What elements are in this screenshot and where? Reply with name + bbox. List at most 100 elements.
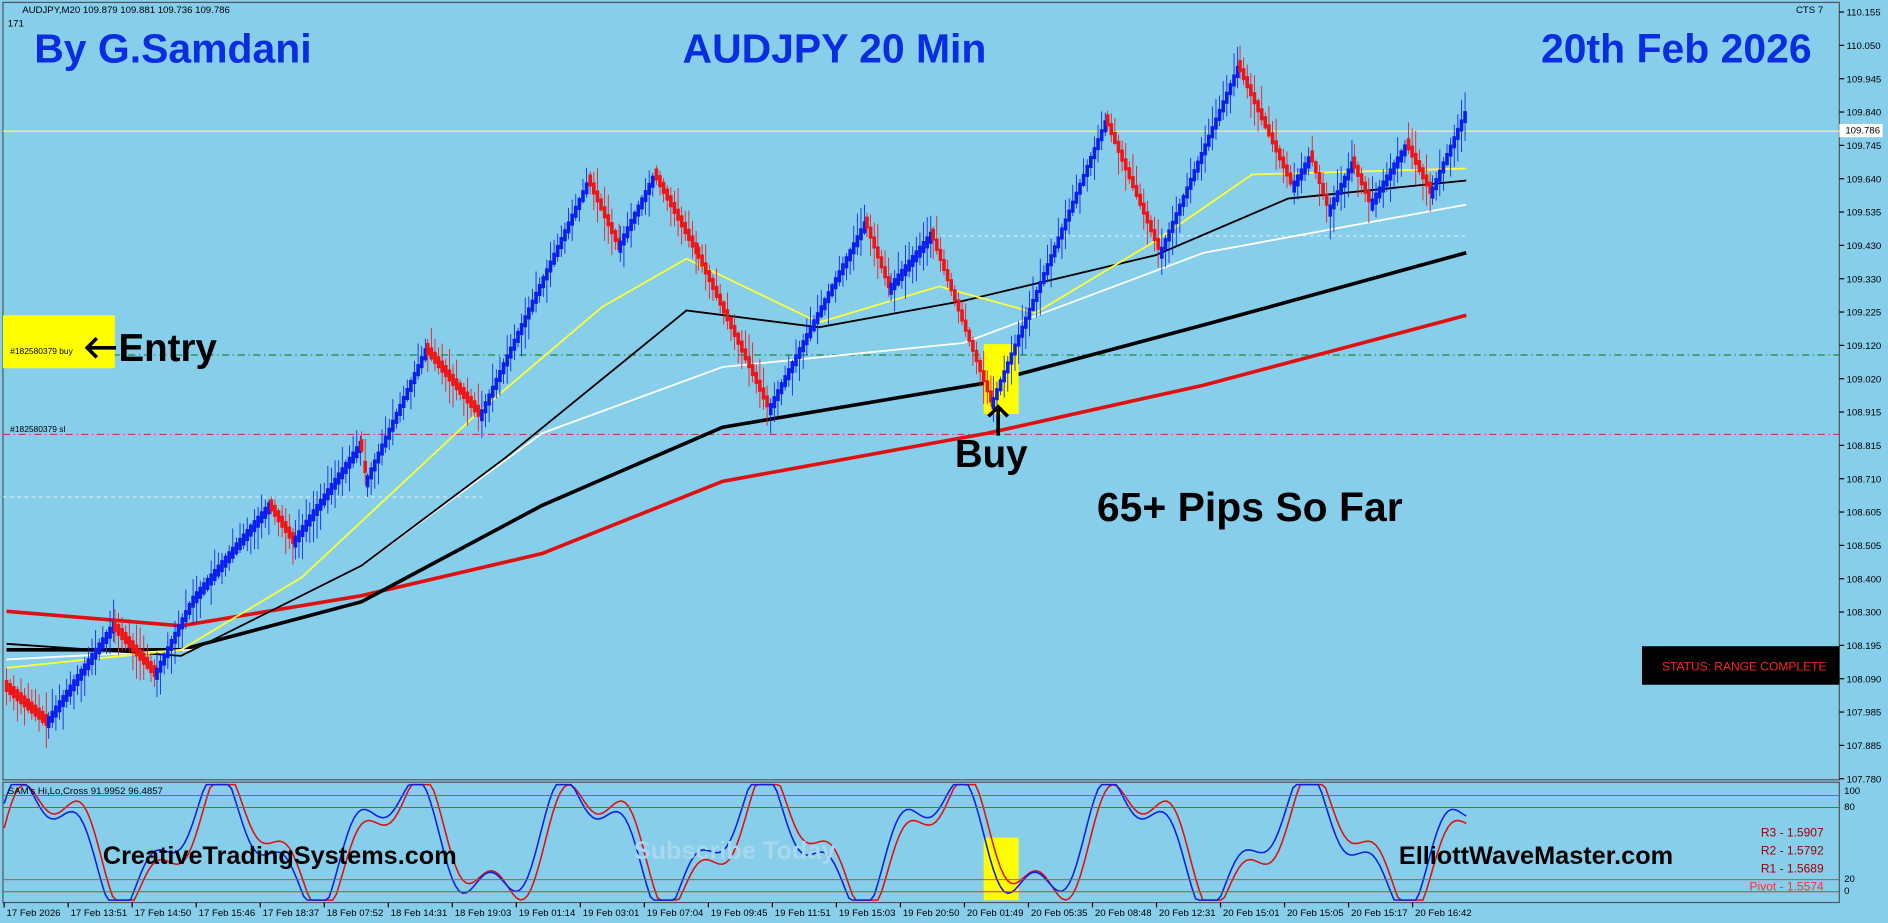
candle-body [50, 710, 55, 723]
candle-body [230, 546, 235, 559]
candle-body [145, 656, 150, 669]
candle-body [1421, 167, 1425, 180]
candle-body [523, 315, 528, 328]
candle-body [960, 309, 964, 322]
candle-body [259, 511, 264, 524]
candle-body [687, 228, 691, 241]
candle-body [202, 582, 206, 595]
candle-body [889, 282, 893, 295]
candle-body [1060, 227, 1064, 240]
candle-body [1459, 119, 1464, 132]
price-label: 108.815 [1847, 441, 1882, 452]
candle-body [322, 493, 327, 506]
candle-body [104, 631, 109, 645]
candle-body [97, 642, 102, 655]
candle-body [340, 467, 345, 480]
candle-body [978, 360, 982, 373]
candle-body [1374, 192, 1378, 205]
candle-body [1031, 298, 1035, 311]
candle-body [1245, 76, 1250, 89]
candle-body [498, 370, 502, 383]
candle-body [166, 646, 170, 659]
candle-body [1042, 272, 1046, 285]
candle-body [1395, 156, 1400, 169]
ma-red [6, 313, 1467, 628]
watermark-left: CreativeTradingSystems.com [103, 842, 457, 870]
candle-body [287, 526, 292, 539]
candle-body [985, 380, 990, 393]
time-label: 17 Feb 2026 [7, 908, 61, 919]
candle-body [216, 564, 221, 577]
candle-body [304, 519, 309, 532]
candle-body [1052, 245, 1057, 258]
candle-body [1156, 237, 1161, 250]
candle-body [989, 390, 993, 403]
candle-body [837, 270, 842, 283]
candle-body [1185, 186, 1189, 199]
candle-body [683, 222, 688, 235]
candle-body [169, 639, 174, 652]
candle-body [703, 262, 708, 275]
candle-body [369, 467, 373, 480]
candle-body [198, 586, 203, 599]
candle-body [1281, 156, 1286, 169]
candle-body [180, 617, 185, 630]
candle-body [830, 284, 834, 297]
price-label: 109.225 [1847, 308, 1882, 319]
candle-body [559, 237, 564, 250]
candle-body [729, 317, 733, 330]
candle-body [931, 228, 935, 241]
candle-body [1241, 68, 1246, 81]
candle-body [33, 704, 38, 717]
candle-body [938, 248, 943, 261]
candle-body [443, 365, 448, 378]
candle-body [1352, 156, 1357, 169]
candle-body [1013, 343, 1017, 356]
time-label: 17 Feb 18:37 [263, 908, 320, 919]
candle-body [527, 307, 531, 320]
candle-body [141, 652, 146, 665]
candle-body [1324, 193, 1329, 206]
entry-label: Entry [118, 327, 217, 370]
candle-body [1463, 111, 1467, 124]
candle-body [276, 510, 281, 523]
candle-body [1366, 190, 1371, 203]
candle-body [971, 339, 975, 352]
candle-body [469, 395, 473, 408]
candle-body [315, 504, 319, 517]
candle-body [416, 364, 420, 377]
candle-body [1081, 173, 1086, 186]
candle-body [1074, 191, 1079, 204]
time-label: 19 Feb 03:01 [583, 908, 640, 919]
candle-body [187, 602, 192, 615]
candle-body [351, 451, 355, 464]
candle-body [1203, 143, 1207, 156]
candle-body [1141, 202, 1146, 215]
candle-body [1145, 211, 1150, 224]
candle-body [194, 591, 199, 604]
candle-body [640, 197, 644, 210]
candle-body [291, 531, 295, 544]
candle-body [123, 632, 128, 645]
candle-body [158, 660, 163, 673]
candle-body [101, 637, 105, 650]
candle-body [429, 347, 434, 360]
candle-body [505, 354, 509, 367]
candle-body [162, 653, 167, 666]
candle-body [718, 293, 722, 306]
candle-body [394, 411, 399, 424]
price-label: 108.710 [1847, 474, 1882, 485]
candle-body [44, 713, 49, 726]
candle-body [779, 382, 784, 395]
candle-body [643, 190, 648, 203]
candle-body [1356, 164, 1360, 177]
candle-body [1434, 178, 1438, 191]
osc-level-label: 100 [1844, 786, 1860, 797]
candle-body [588, 174, 593, 187]
candle-body [1170, 220, 1175, 233]
watermark-mid: Subscribe Today [634, 837, 836, 865]
candle-body [487, 393, 491, 406]
candle-body [472, 400, 477, 413]
candle-body [425, 342, 430, 355]
time-label: 19 Feb 15:03 [839, 908, 896, 919]
